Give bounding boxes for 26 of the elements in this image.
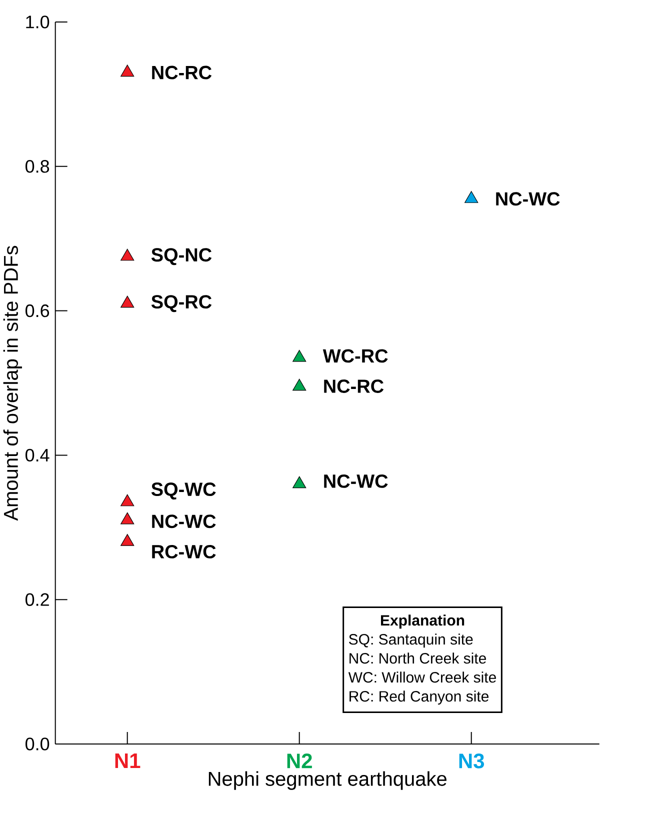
annotation: SQ-NC [151, 248, 212, 266]
y-tick-label: 0.2 [25, 593, 49, 606]
annotation: WC: Willow Creek site [348, 672, 496, 683]
y-tick-label: 0.6 [25, 304, 49, 318]
y-tick-label: 0.0 [25, 738, 49, 750]
annotation: SQ-WC [151, 482, 216, 500]
legend-title: Explanation [380, 614, 464, 629]
annotation: SQ: Santaquin site [348, 634, 473, 648]
annotation: RC-WC [152, 544, 216, 558]
y-tick-label: 0.4 [25, 448, 50, 462]
x-axis-title: Nephi segment earthquake [208, 771, 446, 790]
y-tick-label: 1.0 [26, 16, 49, 28]
annotation: RC: Red Canyon site [349, 690, 488, 705]
x-tick-label: N3 [459, 754, 484, 768]
y-tick-label: 0.8 [25, 160, 49, 173]
annotation: NC-WC [324, 474, 388, 488]
annotation: WC-RC [322, 349, 388, 363]
annotation: NC-RC [324, 380, 384, 393]
annotation: SQ-RC [151, 295, 212, 312]
annotation: NC: North Creek site [349, 652, 486, 664]
x-tick-label: N1 [115, 754, 140, 768]
annotation: NC-RC [152, 66, 212, 80]
annotation: NC-WC [152, 514, 216, 528]
annotation: NC-WC [496, 192, 560, 206]
y-axis-title: Amount of overlap in site PDFs [3, 246, 22, 521]
x-tick-label: N2 [287, 754, 312, 768]
